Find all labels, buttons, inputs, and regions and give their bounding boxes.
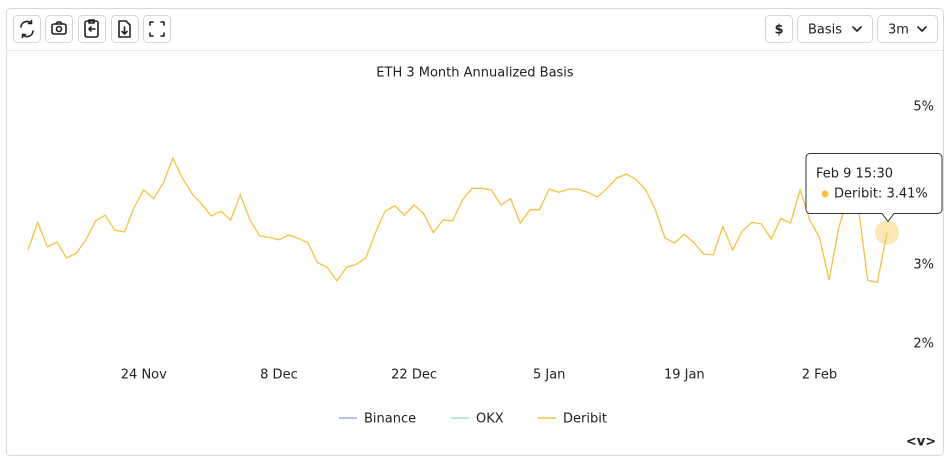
card — [6, 8, 944, 456]
legend-item[interactable]: Binance — [339, 412, 416, 427]
x-tick-label: 19 Jan — [664, 368, 705, 383]
legend-item[interactable]: OKX — [451, 412, 504, 427]
x-tick-label: 2 Feb — [802, 368, 837, 383]
copy-button[interactable] — [78, 15, 106, 43]
screenshot-button[interactable] — [45, 15, 73, 43]
x-tick-label: 22 Dec — [391, 368, 437, 383]
button-label: Basis — [808, 23, 842, 38]
series-line — [27, 156, 888, 284]
period-dropdown[interactable]: 3m — [877, 15, 938, 43]
tooltip-label: Deribit: 3.41% — [834, 187, 928, 202]
button-label: $ — [774, 23, 783, 38]
x-tick-label: 24 Nov — [121, 368, 167, 383]
button-label: 3m — [888, 23, 909, 38]
refresh-button[interactable] — [13, 15, 41, 43]
chart-title: ETH 3 Month Annualized Basis — [376, 66, 574, 81]
download-button[interactable] — [111, 15, 139, 43]
y-tick-label: 3% — [913, 258, 934, 273]
plot: 2% 3% 5% 24 Nov 8 Dec 22 Dec 5 Jan 19 Jan 2 Feb — [27, 99, 934, 383]
metric-dropdown[interactable]: Basis — [797, 15, 873, 43]
y-tick-label: 5% — [913, 99, 934, 114]
hover-point — [875, 220, 899, 245]
legend: Binance OKX Deribit — [339, 412, 607, 427]
legend-item[interactable]: Deribit — [538, 412, 607, 427]
tooltip: Feb 9 15:30 Deribit: 3.41% — [805, 153, 943, 223]
tooltip-box — [805, 153, 943, 223]
legend-label: OKX — [476, 412, 504, 427]
tooltip-title: Feb 9 15:30 — [816, 167, 893, 182]
nav-arrows[interactable]: <v> — [906, 435, 936, 450]
x-tick-label: 5 Jan — [533, 368, 565, 383]
legend-label: Binance — [364, 412, 416, 427]
tooltip-dot — [821, 190, 829, 198]
legend-label: Deribit — [563, 412, 607, 427]
fullscreen-button[interactable] — [143, 15, 171, 43]
y-tick-label: 2% — [913, 337, 934, 352]
currency-button[interactable]: $ — [765, 15, 793, 43]
x-tick-label: 8 Dec — [260, 368, 298, 383]
